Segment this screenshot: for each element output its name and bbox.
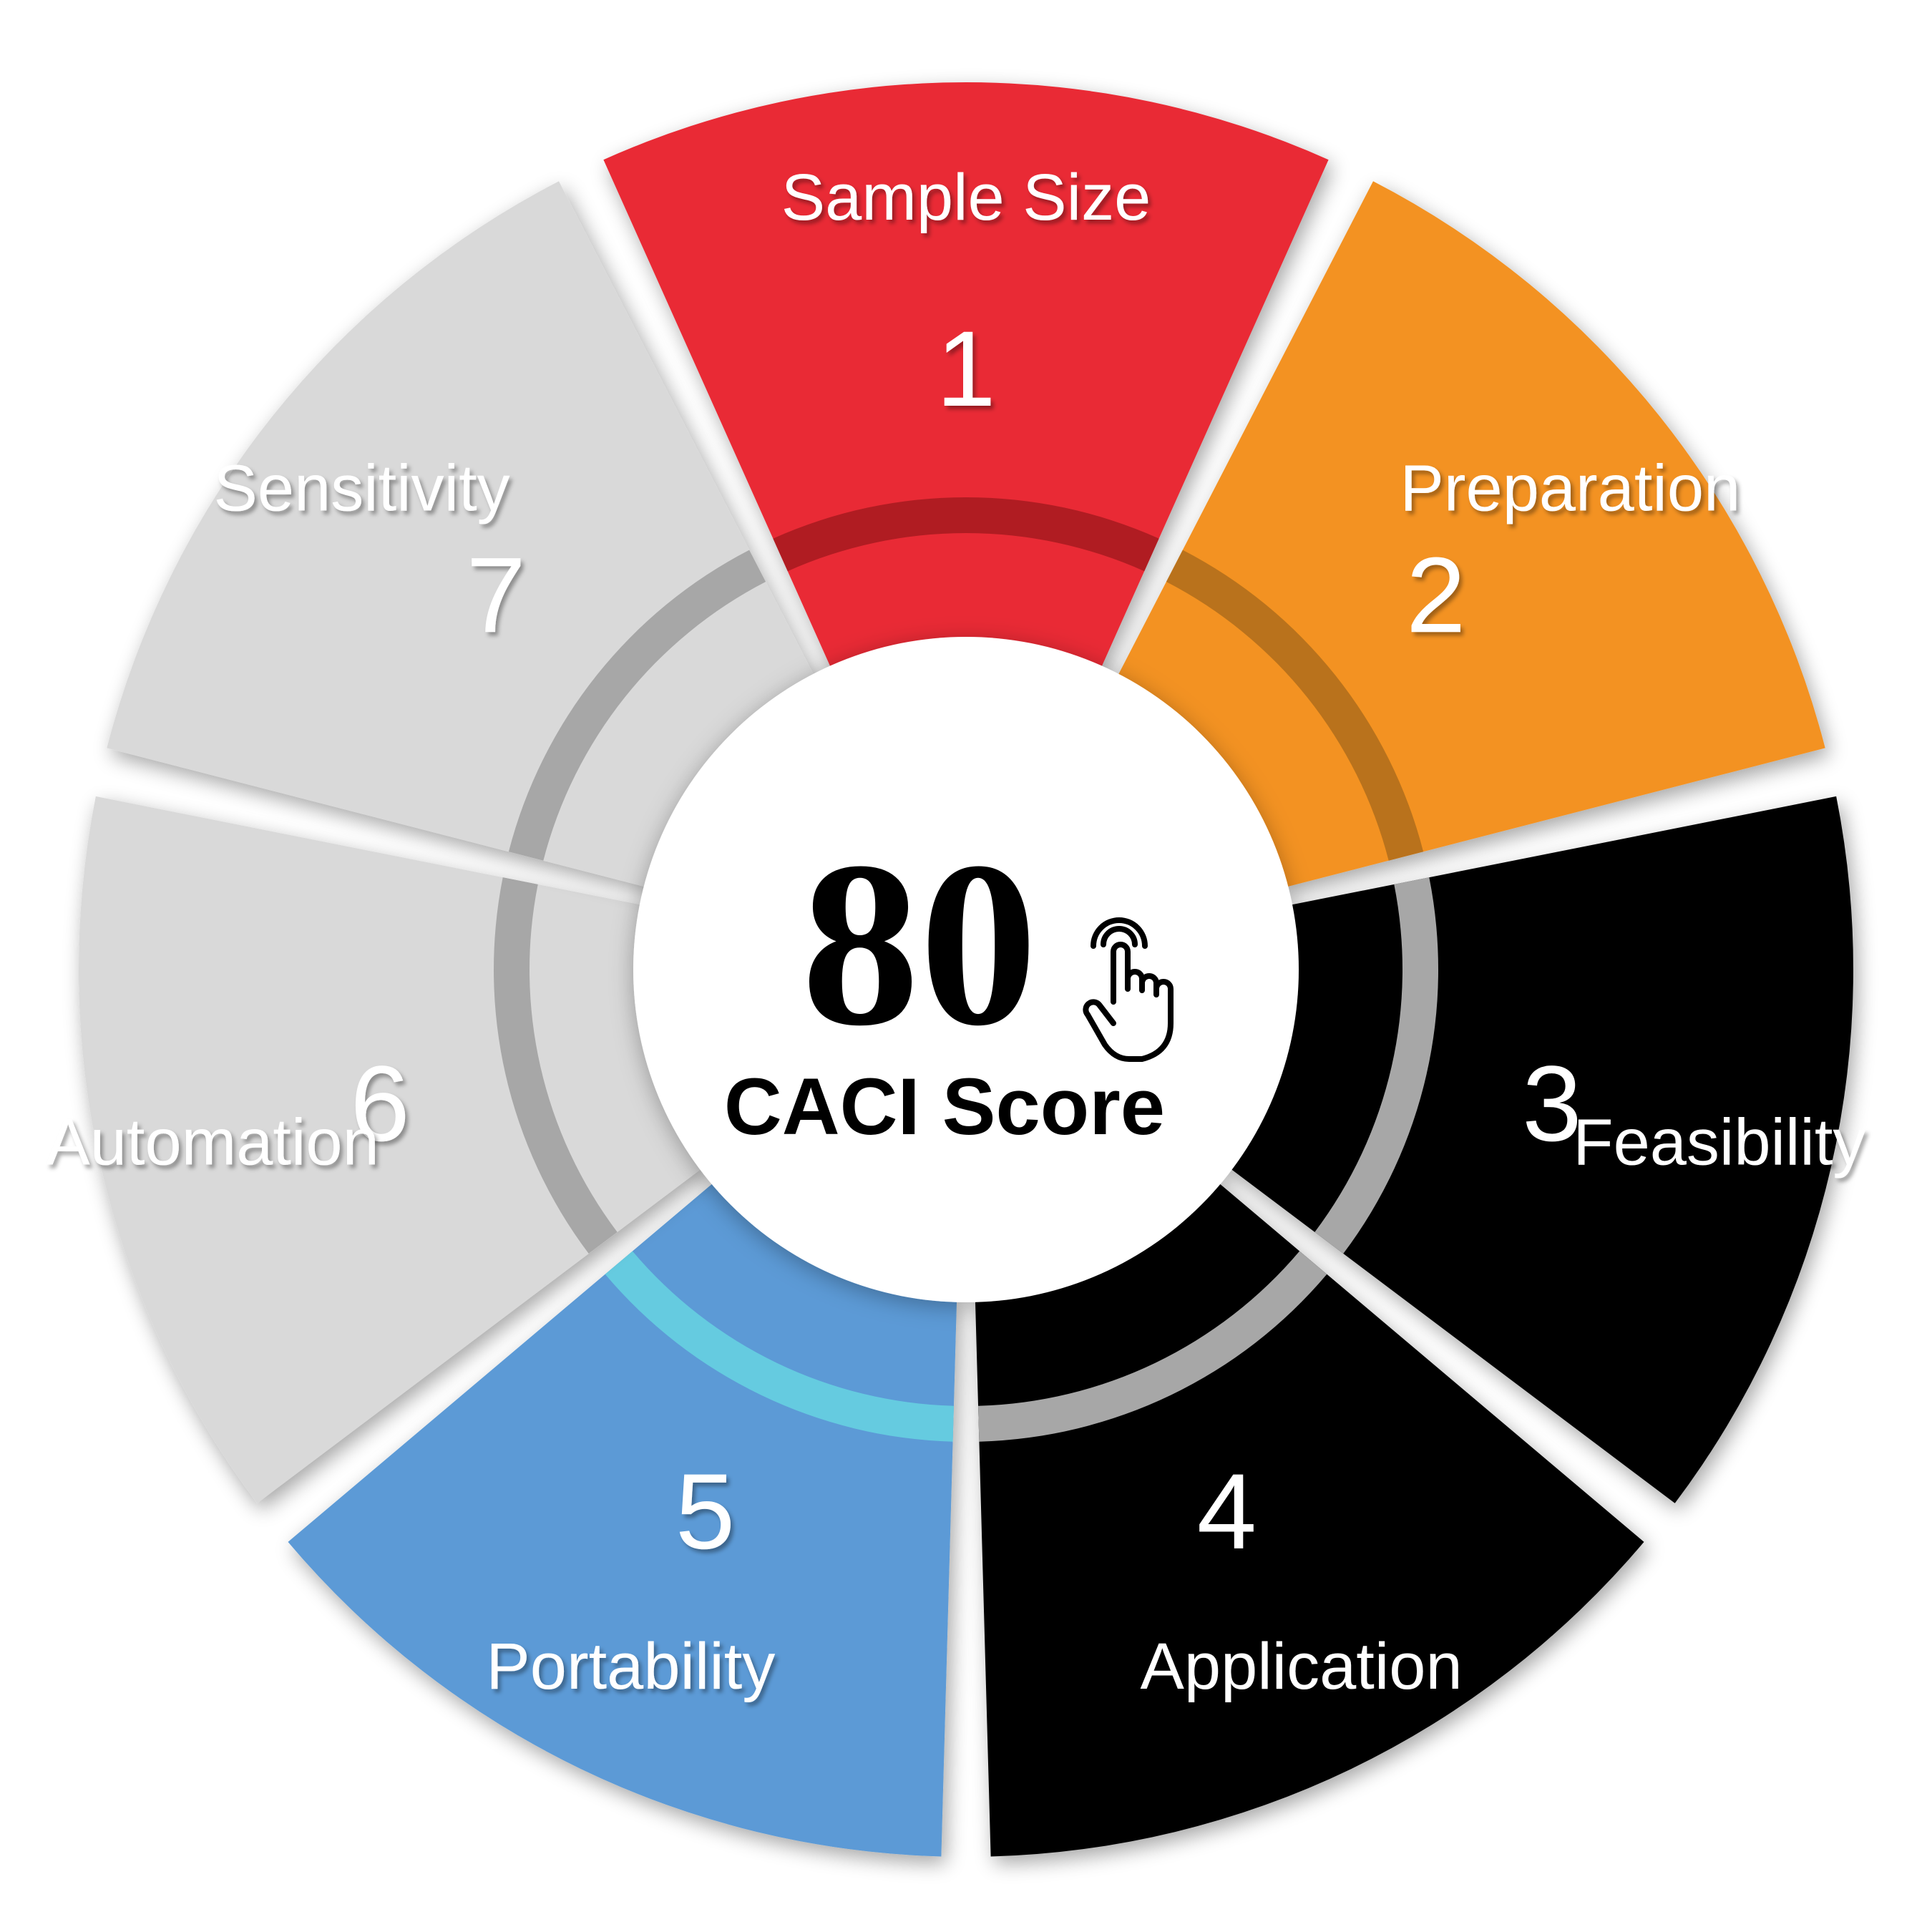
segment-3-label: Feasibility <box>1573 1106 1865 1179</box>
segment-5-wedge[interactable] <box>288 1179 957 1857</box>
score-value: 80 <box>801 814 1038 1075</box>
segment-2-label: Preparation <box>1400 452 1741 525</box>
segment-5-inner-band <box>605 1251 954 1442</box>
segment-6-number: 6 <box>350 1043 409 1163</box>
segment-1[interactable] <box>603 82 1329 673</box>
segment-1-inner-band <box>773 497 1159 572</box>
segment-2-inner-band <box>1166 550 1424 861</box>
segment-6[interactable] <box>78 796 706 1503</box>
segment-2-number: 2 <box>1406 535 1465 655</box>
segment-7[interactable] <box>107 181 817 889</box>
segment-3-wedge[interactable] <box>1226 796 1853 1503</box>
segment-7-wedge[interactable] <box>107 181 817 889</box>
segment-4-number: 4 <box>1197 1451 1257 1571</box>
pointing-hand-icon[interactable] <box>1083 917 1174 1062</box>
segment-7-number: 7 <box>467 535 526 655</box>
segment-4-inner-band <box>978 1251 1327 1442</box>
center-disc[interactable]: 80 CACI Score <box>633 637 1299 1302</box>
segment-1-label: Sample Size <box>781 161 1151 234</box>
segment-3[interactable] <box>1226 796 1853 1503</box>
segment-4-label: Application <box>1141 1630 1463 1703</box>
segment-5-number: 5 <box>675 1451 735 1571</box>
segment-7-inner-band <box>508 550 766 861</box>
segment-7-label: Sensitivity <box>214 452 510 525</box>
segment-6-wedge[interactable] <box>78 796 706 1503</box>
segment-6-inner-band <box>493 877 618 1254</box>
score-caption: CACI Score <box>724 1062 1165 1151</box>
segment-4[interactable] <box>975 1179 1644 1857</box>
segment-1-number: 1 <box>936 308 995 429</box>
segment-6-label: Automation <box>46 1106 379 1179</box>
segment-2-wedge[interactable] <box>1115 181 1825 889</box>
segment-5-label: Portability <box>486 1630 775 1703</box>
segment-3-inner-band <box>1314 877 1438 1254</box>
segment-5[interactable] <box>288 1179 957 1857</box>
segment-2[interactable] <box>1115 181 1825 889</box>
segment-3-number: 3 <box>1522 1043 1581 1163</box>
segment-4-wedge[interactable] <box>975 1179 1644 1857</box>
segment-1-wedge[interactable] <box>603 82 1329 673</box>
wheel-segments <box>78 82 1853 1857</box>
